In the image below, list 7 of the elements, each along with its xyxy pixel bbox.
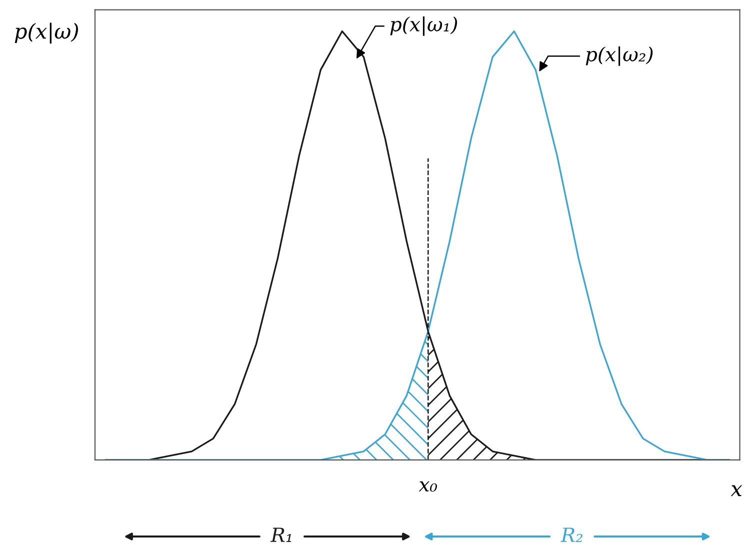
text: R₁ [270, 528, 292, 542]
y-axis-title: p(x|ω) [14, 22, 78, 44]
x-axis-title: x [730, 485, 742, 496]
text: x₀ [418, 481, 437, 492]
text: R₂ [560, 528, 582, 542]
annotation: p(x|ω₂) [586, 46, 653, 66]
annotation: p(x|ω₁) [390, 16, 458, 36]
